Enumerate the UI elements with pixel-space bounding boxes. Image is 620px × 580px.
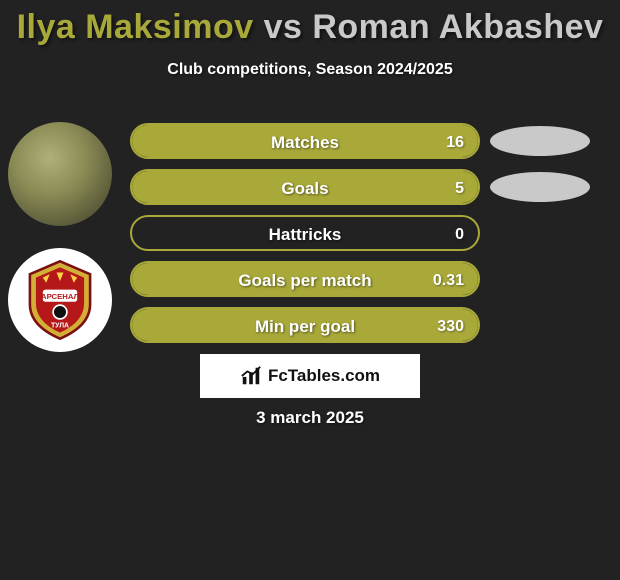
player2-name: Roman Akbashev: [312, 8, 603, 46]
stat-bar-fill: [132, 309, 478, 341]
chart-icon: [240, 365, 262, 387]
player1-name: Ilya Maksimov: [17, 8, 254, 46]
brand-text: FcTables.com: [268, 366, 380, 386]
stat-value: 16: [446, 125, 464, 159]
brand-box[interactable]: FcTables.com: [200, 354, 420, 398]
avatar-column: АРСЕНАЛ ТУЛА: [8, 122, 120, 374]
stat-value: 330: [437, 309, 464, 343]
stat-bar: Goals per match0.31: [130, 261, 480, 297]
opponent-ellipse: [490, 172, 590, 202]
date-text: 3 march 2025: [0, 408, 620, 428]
stat-bar-fill: [132, 263, 478, 295]
player1-avatar: [8, 122, 112, 226]
stat-bar-fill: [132, 171, 478, 203]
arsenal-tula-badge-icon: АРСЕНАЛ ТУЛА: [17, 257, 103, 343]
stat-value: 0.31: [433, 263, 464, 297]
stat-value: 0: [455, 217, 464, 251]
stat-row: Min per goal330: [130, 302, 610, 348]
stat-bar-fill: [132, 125, 478, 157]
player2-avatar: АРСЕНАЛ ТУЛА: [8, 248, 112, 352]
opponent-ellipse: [490, 126, 590, 156]
comparison-title: Ilya Maksimov vs Roman Akbashev: [0, 0, 620, 47]
stat-bar: Goals5: [130, 169, 480, 205]
stat-bar: Min per goal330: [130, 307, 480, 343]
stat-bar: Hattricks0: [130, 215, 480, 251]
stat-row: Matches16: [130, 118, 610, 164]
stat-row: Goals per match0.31: [130, 256, 610, 302]
svg-text:АРСЕНАЛ: АРСЕНАЛ: [41, 292, 79, 301]
stat-row: Goals5: [130, 164, 610, 210]
stat-label: Hattricks: [132, 217, 478, 251]
stat-value: 5: [455, 171, 464, 205]
stat-bar: Matches16: [130, 123, 480, 159]
stat-row: Hattricks0: [130, 210, 610, 256]
vs-text: vs: [264, 8, 303, 46]
stats-panel: Matches16 Goals5 Hattricks0 Goals per match…: [130, 118, 610, 348]
subtitle: Club competitions, Season 2024/2025: [0, 61, 620, 79]
svg-text:ТУЛА: ТУЛА: [51, 323, 69, 330]
